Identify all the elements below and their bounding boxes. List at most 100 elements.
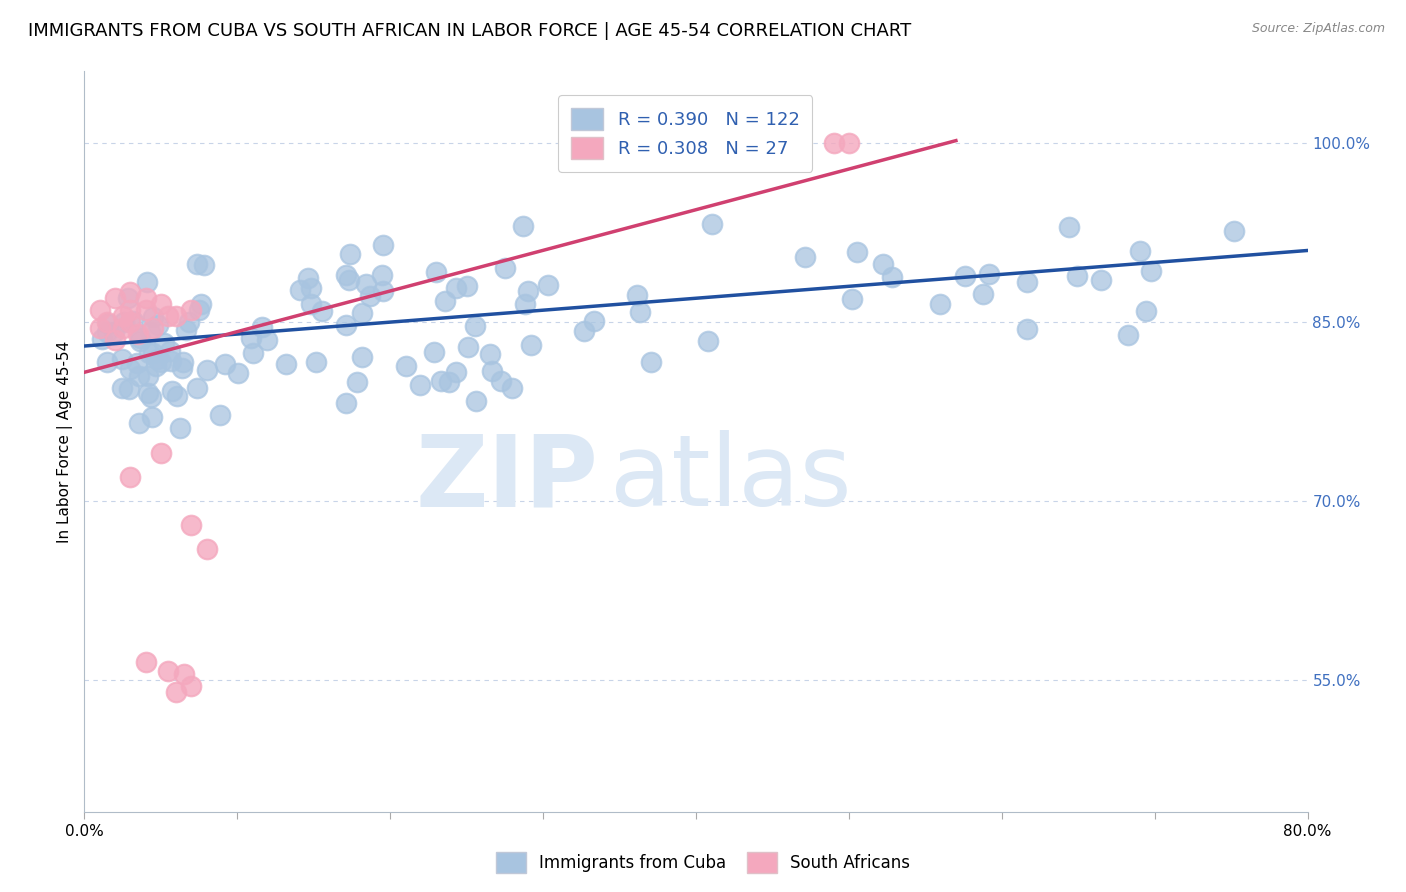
Point	[118, 383, 141, 397]
Point	[299, 281, 322, 295]
Point	[1129, 244, 1152, 258]
Point	[1059, 219, 1081, 234]
Point	[128, 331, 150, 345]
Point	[193, 258, 215, 272]
Point	[395, 359, 418, 373]
Point	[628, 305, 651, 319]
Point	[145, 359, 167, 374]
Point	[138, 345, 160, 359]
Point	[157, 664, 180, 678]
Point	[120, 470, 142, 484]
Point	[252, 320, 274, 334]
Point	[135, 303, 157, 318]
Point	[838, 136, 860, 150]
Point	[180, 303, 202, 318]
Point	[138, 325, 160, 339]
Point	[626, 288, 648, 302]
Text: atlas: atlas	[610, 430, 852, 527]
Point	[371, 238, 394, 252]
Point	[162, 384, 184, 398]
Point	[464, 319, 486, 334]
Text: Source: ZipAtlas.com: Source: ZipAtlas.com	[1251, 22, 1385, 36]
Point	[89, 303, 111, 318]
Point	[160, 354, 183, 368]
Point	[242, 346, 264, 360]
Point	[128, 417, 150, 431]
Point	[135, 275, 157, 289]
Point	[148, 318, 170, 332]
Point	[434, 293, 457, 308]
Point	[256, 333, 278, 347]
Point	[195, 541, 218, 556]
Point	[794, 250, 817, 264]
Point	[1090, 273, 1112, 287]
Point	[166, 389, 188, 403]
Point	[350, 306, 373, 320]
Point	[127, 356, 149, 370]
Point	[409, 377, 432, 392]
Point	[1015, 275, 1038, 289]
Point	[1066, 268, 1088, 283]
Point	[214, 357, 236, 371]
Point	[146, 352, 169, 367]
Point	[226, 366, 249, 380]
Point	[195, 363, 218, 377]
Point	[103, 325, 125, 339]
Point	[872, 257, 894, 271]
Point	[823, 136, 845, 150]
Point	[209, 409, 232, 423]
Point	[97, 317, 120, 331]
Point	[512, 219, 534, 233]
Point	[142, 310, 165, 324]
Point	[239, 331, 262, 345]
Point	[572, 324, 595, 338]
Point	[159, 343, 181, 358]
Point	[430, 374, 453, 388]
Point	[337, 273, 360, 287]
Point	[173, 667, 195, 681]
Point	[335, 396, 357, 410]
Point	[96, 325, 118, 339]
Point	[465, 394, 488, 409]
Point	[153, 335, 176, 350]
Point	[165, 309, 187, 323]
Point	[1135, 303, 1157, 318]
Point	[1140, 264, 1163, 278]
Point	[180, 518, 202, 533]
Point	[425, 265, 447, 279]
Point	[457, 340, 479, 354]
Point	[1116, 327, 1139, 342]
Point	[456, 278, 478, 293]
Point	[537, 277, 560, 292]
Point	[190, 297, 212, 311]
Point	[582, 314, 605, 328]
Point	[110, 381, 132, 395]
Point	[929, 297, 952, 311]
Point	[149, 297, 172, 311]
Point	[953, 269, 976, 284]
Point	[494, 260, 516, 275]
Point	[120, 362, 142, 376]
Point	[186, 381, 208, 395]
Point	[513, 296, 536, 310]
Point	[120, 285, 142, 300]
Point	[111, 321, 134, 335]
Point	[111, 352, 134, 367]
Point	[311, 304, 333, 318]
Point	[371, 268, 394, 282]
Point	[122, 314, 145, 328]
Point	[180, 679, 202, 693]
Point	[96, 355, 118, 369]
Point	[157, 309, 180, 323]
Point	[882, 269, 904, 284]
Point	[478, 346, 501, 360]
Point	[339, 246, 361, 260]
Point	[136, 369, 159, 384]
Point	[972, 287, 994, 301]
Point	[517, 285, 540, 299]
Point	[299, 297, 322, 311]
Point	[149, 446, 172, 460]
Point	[696, 334, 718, 348]
Point	[89, 321, 111, 335]
Point	[288, 283, 311, 297]
